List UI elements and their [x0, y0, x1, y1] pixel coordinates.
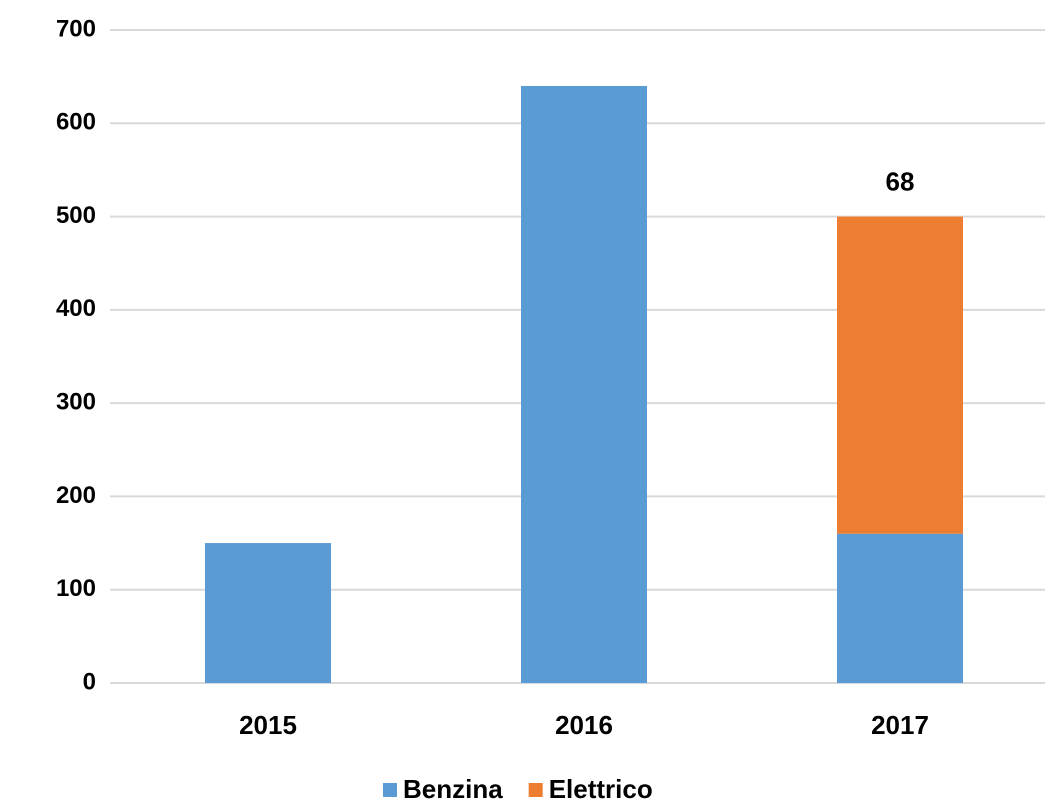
bar-segment — [837, 533, 963, 683]
annotation: 68 — [886, 166, 915, 196]
legend-label: Elettrico — [549, 774, 653, 804]
y-tick-label: 300 — [56, 388, 96, 415]
x-tick-label: 2017 — [871, 710, 929, 740]
x-tick-label: 2016 — [555, 710, 613, 740]
y-tick-label: 600 — [56, 109, 96, 136]
legend-swatch — [383, 783, 397, 797]
bar-segment — [205, 543, 331, 683]
bar-segment — [837, 216, 963, 534]
y-tick-label: 400 — [56, 295, 96, 322]
bar-segment — [521, 85, 647, 683]
y-tick-label: 0 — [83, 668, 96, 695]
legend-label: Benzina — [403, 774, 503, 804]
y-tick-label: 200 — [56, 482, 96, 509]
x-tick-label: 2015 — [239, 710, 297, 740]
legend-swatch — [528, 783, 543, 797]
y-tick-label: 700 — [56, 15, 96, 42]
y-tick-label: 500 — [56, 202, 96, 229]
y-tick-label: 100 — [56, 575, 96, 602]
